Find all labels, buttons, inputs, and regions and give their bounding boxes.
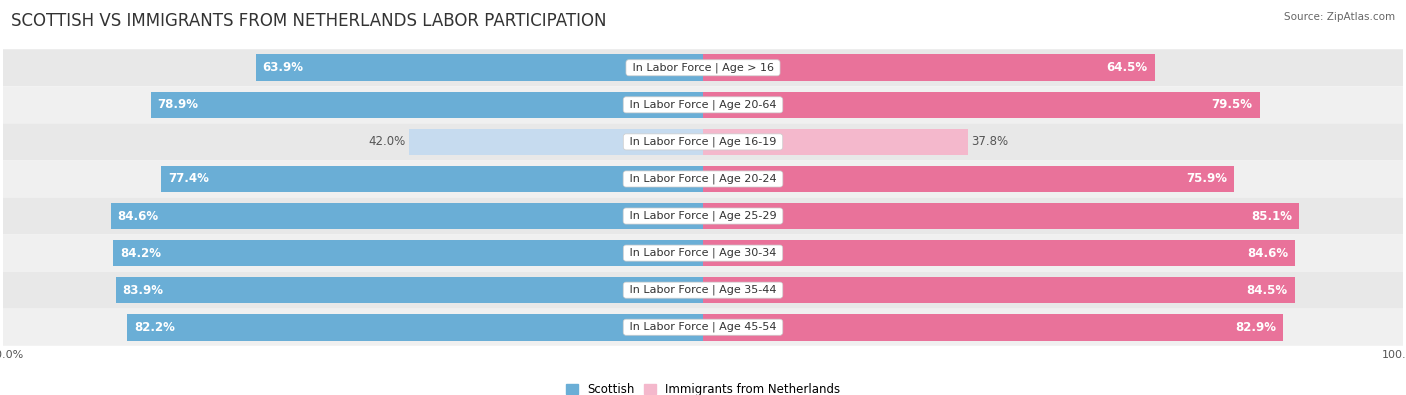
Bar — [703, 55, 1154, 81]
Text: 63.9%: 63.9% — [263, 61, 304, 74]
Text: Source: ZipAtlas.com: Source: ZipAtlas.com — [1284, 12, 1395, 22]
Text: In Labor Force | Age 16-19: In Labor Force | Age 16-19 — [626, 137, 780, 147]
FancyBboxPatch shape — [3, 160, 1403, 198]
Text: In Labor Force | Age > 16: In Labor Force | Age > 16 — [628, 62, 778, 73]
Bar — [703, 240, 1295, 267]
Text: 84.5%: 84.5% — [1247, 284, 1288, 297]
Text: 79.5%: 79.5% — [1212, 98, 1253, 111]
Text: 82.2%: 82.2% — [135, 321, 176, 334]
Text: 84.6%: 84.6% — [118, 209, 159, 222]
FancyBboxPatch shape — [3, 272, 1403, 308]
Bar — [150, 92, 703, 118]
Text: 84.6%: 84.6% — [1247, 246, 1288, 260]
Text: 82.9%: 82.9% — [1236, 321, 1277, 334]
Bar — [128, 314, 703, 340]
Text: In Labor Force | Age 35-44: In Labor Force | Age 35-44 — [626, 285, 780, 295]
Text: 75.9%: 75.9% — [1187, 173, 1227, 186]
Text: In Labor Force | Age 25-29: In Labor Force | Age 25-29 — [626, 211, 780, 221]
Text: 85.1%: 85.1% — [1251, 209, 1292, 222]
Text: In Labor Force | Age 20-64: In Labor Force | Age 20-64 — [626, 100, 780, 110]
Legend: Scottish, Immigrants from Netherlands: Scottish, Immigrants from Netherlands — [565, 383, 841, 395]
Bar — [115, 277, 703, 303]
Bar — [703, 314, 1284, 340]
Text: 77.4%: 77.4% — [169, 173, 209, 186]
FancyBboxPatch shape — [3, 49, 1403, 87]
Bar — [703, 203, 1299, 229]
Bar — [703, 166, 1234, 192]
Bar — [162, 166, 703, 192]
FancyBboxPatch shape — [3, 198, 1403, 235]
Text: 84.2%: 84.2% — [121, 246, 162, 260]
Text: SCOTTISH VS IMMIGRANTS FROM NETHERLANDS LABOR PARTICIPATION: SCOTTISH VS IMMIGRANTS FROM NETHERLANDS … — [11, 12, 607, 30]
Bar — [703, 128, 967, 155]
Text: In Labor Force | Age 20-24: In Labor Force | Age 20-24 — [626, 174, 780, 184]
Bar — [114, 240, 703, 267]
Text: In Labor Force | Age 45-54: In Labor Force | Age 45-54 — [626, 322, 780, 333]
Text: 83.9%: 83.9% — [122, 284, 163, 297]
Bar — [703, 92, 1260, 118]
FancyBboxPatch shape — [3, 235, 1403, 272]
Text: 64.5%: 64.5% — [1107, 61, 1147, 74]
Bar — [703, 277, 1295, 303]
FancyBboxPatch shape — [3, 123, 1403, 160]
Text: In Labor Force | Age 30-34: In Labor Force | Age 30-34 — [626, 248, 780, 258]
Bar — [409, 128, 703, 155]
Bar — [256, 55, 703, 81]
FancyBboxPatch shape — [3, 87, 1403, 123]
Text: 37.8%: 37.8% — [972, 135, 1008, 149]
Bar — [111, 203, 703, 229]
Text: 42.0%: 42.0% — [368, 135, 405, 149]
Text: 78.9%: 78.9% — [157, 98, 198, 111]
FancyBboxPatch shape — [3, 308, 1403, 346]
